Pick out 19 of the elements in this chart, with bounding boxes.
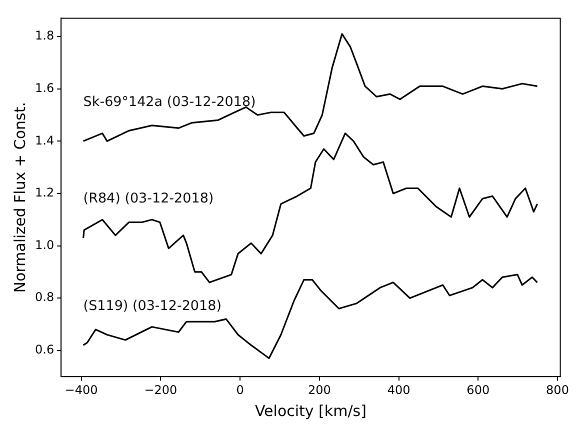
- y-tick-label: 1.4: [34, 133, 54, 148]
- x-tick-label: 600: [466, 382, 490, 397]
- y-axis-title: Normalized Flux + Const.: [10, 102, 29, 293]
- series-label: Sk-69°142a (03-12-2018): [83, 94, 256, 110]
- y-tick-label: 0.6: [34, 342, 54, 357]
- x-tick-label: 200: [308, 382, 331, 397]
- series-label: (S119) (03-12-2018): [83, 298, 222, 314]
- x-axis-title: Velocity [km/s]: [254, 402, 366, 420]
- y-tick-label: 1.8: [34, 28, 54, 43]
- x-tick-label: 0: [236, 382, 244, 397]
- x-tick-label: −200: [144, 382, 178, 397]
- y-tick-label: 1.0: [34, 238, 54, 252]
- x-tick-label: 800: [546, 382, 569, 397]
- y-tick-label: 1.2: [34, 186, 54, 200]
- y-tick-label: 1.6: [34, 80, 54, 95]
- x-tick-label: 400: [387, 382, 410, 397]
- x-tick-label: −400: [64, 382, 98, 397]
- series-label: (R84) (03-12-2018): [83, 190, 214, 207]
- y-tick-label: 0.8: [34, 290, 54, 304]
